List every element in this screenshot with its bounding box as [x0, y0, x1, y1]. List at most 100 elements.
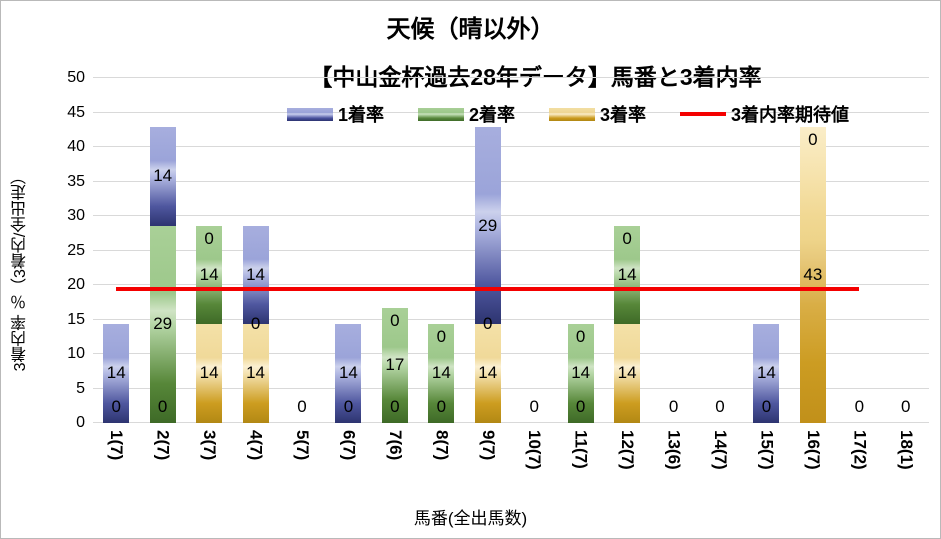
bar-stack[interactable] — [614, 78, 641, 423]
legend-expected[interactable]: 3着内率期待値 — [680, 101, 849, 127]
bar-segment[interactable] — [614, 225, 641, 325]
bar-group[interactable]: 0 14 0 8(7) — [418, 78, 464, 460]
bar-value-label: 0 — [390, 397, 400, 416]
x-axis-tick-label: 10(7) — [525, 430, 545, 470]
legend-swatch — [418, 107, 465, 121]
bar-stack[interactable] — [428, 78, 455, 423]
x-axis-tick-label: 12(7) — [618, 430, 638, 470]
x-axis-tick-label: 5(7) — [292, 430, 312, 461]
bar-value-label: 14 — [571, 363, 591, 383]
bar-segment[interactable] — [474, 127, 501, 325]
bar-stack[interactable] — [893, 78, 919, 423]
legend-line-marker — [680, 112, 727, 116]
bar-value-label: 0 — [668, 397, 679, 416]
bar-stack[interactable] — [196, 78, 223, 423]
x-axis-tick-label: 4(7) — [246, 430, 266, 461]
legend-swatch — [287, 107, 333, 121]
bar-group[interactable]: 14 0 29 9(7) — [465, 78, 511, 460]
bar-stack[interactable] — [381, 78, 408, 423]
y-axis-tick-label: 50 — [67, 69, 85, 86]
bar-value-label: 0 — [250, 314, 261, 334]
gridline — [93, 387, 929, 389]
bar-value-label: 14 — [153, 165, 173, 185]
bar-group[interactable]: 0 17 0 7(6) — [372, 78, 418, 460]
bar-value-label: 0 — [297, 397, 307, 416]
bar-value-label: 0 — [808, 130, 818, 149]
bar-segment[interactable] — [103, 324, 130, 423]
bar-value-label: 0 — [761, 397, 772, 416]
bar-stack[interactable] — [799, 78, 826, 423]
gridline — [93, 77, 929, 78]
y-axis-tick-label: 20 — [67, 276, 85, 293]
gridline — [93, 111, 929, 113]
bar-group[interactable]: 0 18(1) — [883, 78, 929, 470]
bar-value-label: 14 — [106, 363, 126, 383]
bar-group[interactable]: 43 0 16(7) — [790, 78, 836, 470]
bar-stack[interactable] — [661, 78, 687, 423]
bar-value-label: 14 — [478, 363, 498, 383]
bar-group[interactable]: 0 29 14 2(7) — [139, 78, 185, 460]
x-axis-title: 馬番(全出馬数) — [413, 509, 528, 528]
gridline — [93, 318, 929, 320]
bar-group[interactable]: 0 5(7) — [279, 78, 325, 460]
bar-stack[interactable] — [149, 78, 176, 423]
bar-stack[interactable] — [846, 78, 872, 423]
bar-segment[interactable] — [614, 324, 641, 423]
legend-label: 1着率 — [338, 105, 385, 125]
bar-segment[interactable] — [567, 324, 594, 423]
bar-value-label: 14 — [246, 264, 266, 284]
bar-stack[interactable] — [474, 78, 501, 423]
bar-group[interactable]: 0 14 1(7) — [93, 78, 139, 460]
bar-segment[interactable] — [428, 324, 455, 423]
bar-stack[interactable] — [521, 78, 547, 423]
bar-group[interactable]: 0 17(2) — [836, 78, 882, 470]
bar-group[interactable]: 0 13(6) — [650, 78, 696, 470]
bar-value-label: 0 — [854, 397, 865, 416]
legend-rate-3rd[interactable]: 3着率 — [549, 101, 646, 127]
bar-group[interactable]: 0 14(7) — [697, 78, 743, 470]
legend-label: 3着率 — [600, 105, 647, 125]
legend-rate-2nd[interactable]: 2着率 — [418, 101, 515, 127]
bar-value-label: 14 — [617, 363, 637, 383]
bar-group[interactable]: 0 14 15(7) — [743, 78, 789, 470]
legend-label: 3着内率期待値 — [731, 105, 850, 125]
bar-segment[interactable] — [196, 225, 223, 325]
bar-stack[interactable] — [289, 78, 315, 423]
x-axis-tick-label: 16(7) — [803, 430, 823, 470]
bar-stack[interactable] — [707, 78, 733, 423]
bar-segment[interactable] — [149, 225, 176, 423]
bar-segment[interactable] — [381, 307, 408, 423]
bar-value-label: 0 — [622, 228, 632, 248]
bar-segment[interactable] — [753, 324, 780, 423]
bar-segment[interactable] — [799, 127, 826, 423]
x-axis-tick-label: 13(6) — [664, 430, 684, 470]
legend-rate-1st[interactable]: 1着率 — [287, 101, 384, 127]
bar-segment[interactable] — [196, 324, 223, 423]
x-axis-tick-label: 2(7) — [153, 430, 173, 461]
x-axis-tick-label: 6(7) — [339, 430, 359, 461]
bar-segment[interactable] — [242, 225, 269, 325]
bar-stack[interactable] — [335, 78, 362, 423]
bar-group[interactable]: 0 10(7) — [511, 78, 557, 470]
bar-value-label: 0 — [436, 327, 447, 347]
y-axis-tick-label: 15 — [67, 310, 85, 328]
bar-stack[interactable] — [242, 78, 269, 423]
x-axis-tick-label: 14(7) — [710, 430, 730, 470]
bar-segment[interactable] — [242, 324, 269, 423]
bar-stack[interactable] — [567, 78, 594, 423]
bar-group[interactable]: 0 14 6(7) — [325, 78, 371, 460]
bar-segment[interactable] — [474, 324, 501, 423]
bar-group[interactable]: 14 0 14 4(7) — [232, 78, 278, 460]
gridline — [93, 284, 929, 285]
bar-group[interactable]: 14 14 0 12(7) — [604, 78, 650, 470]
bar-group[interactable]: 14 14 0 3(7) — [186, 78, 232, 460]
bar-stack[interactable] — [103, 78, 130, 423]
bar-segment[interactable] — [335, 324, 362, 423]
bar-segment[interactable] — [149, 127, 176, 226]
x-axis-tick-label: 1(7) — [107, 430, 127, 461]
bar-stack[interactable] — [753, 78, 780, 423]
bar-group[interactable]: 0 14 0 11(7) — [557, 78, 603, 469]
bar-value-label: 0 — [483, 314, 493, 334]
bar-value-label: 0 — [157, 397, 168, 416]
